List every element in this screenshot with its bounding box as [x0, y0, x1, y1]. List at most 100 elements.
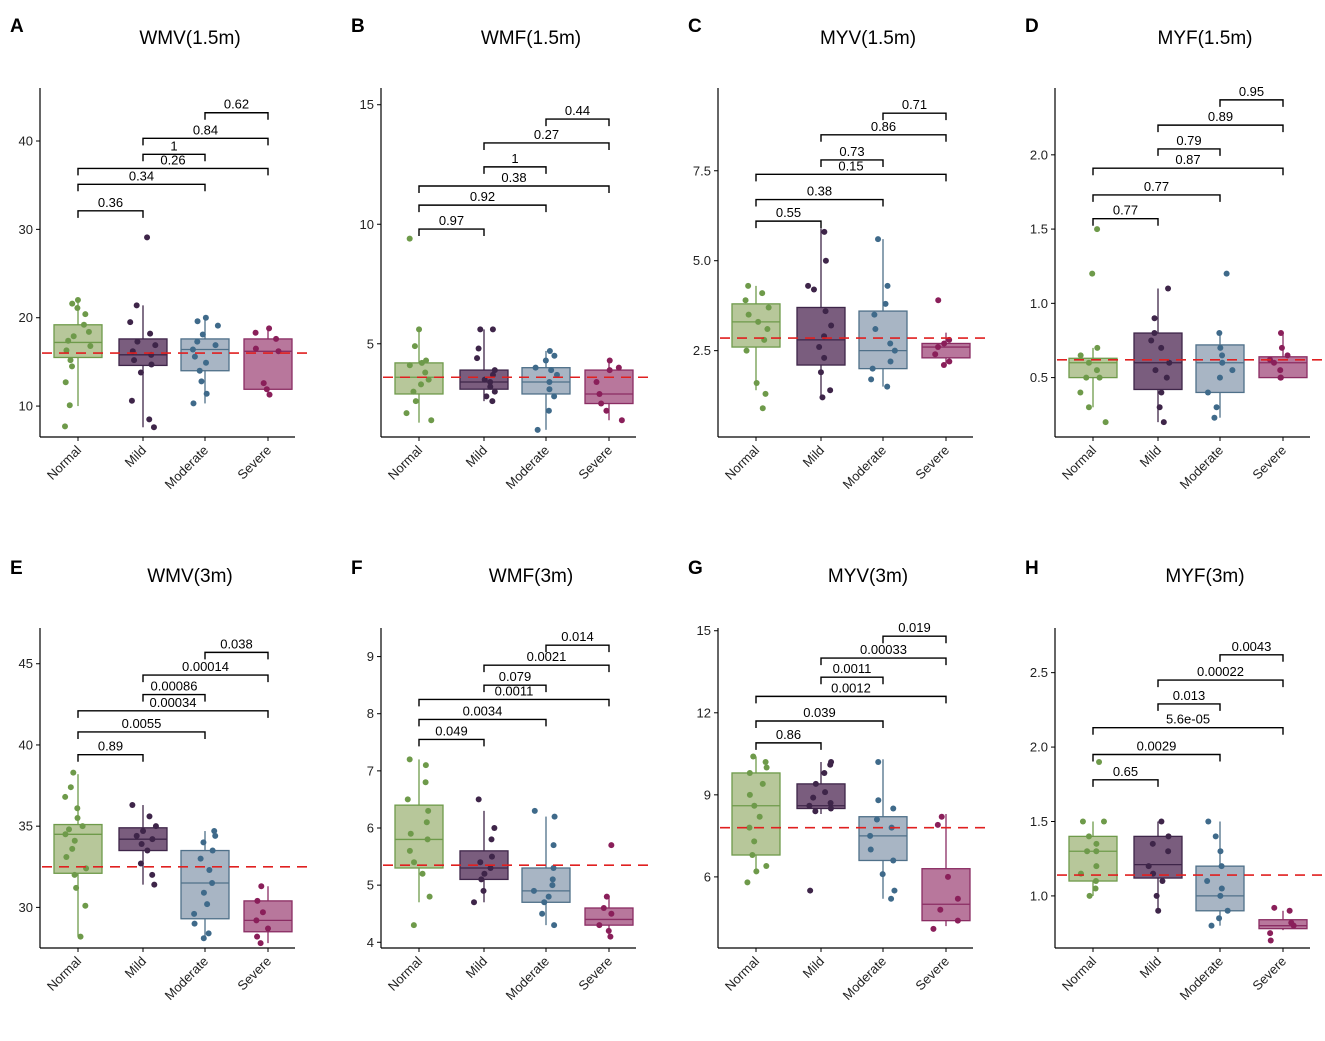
data-point [403, 410, 410, 417]
data-point [812, 780, 819, 787]
data-point [147, 330, 154, 337]
data-point [203, 390, 210, 397]
data-point [1216, 330, 1223, 337]
x-tick-label: Severe [912, 443, 952, 483]
data-point [65, 337, 72, 344]
bracket-line [418, 718, 547, 727]
data-point [749, 852, 756, 859]
data-point [133, 832, 140, 839]
bracket-line [77, 731, 206, 739]
data-point [71, 837, 78, 844]
data-point [887, 340, 894, 347]
data-point [764, 326, 771, 333]
p-value-label: 0.89 [98, 739, 123, 754]
data-point [605, 927, 612, 934]
data-point [152, 342, 159, 349]
p-value-label: 0.87 [1175, 152, 1200, 167]
data-point [406, 235, 413, 242]
comparison-bracket: 0.0011 [418, 683, 610, 707]
data-point [425, 376, 432, 383]
data-point [532, 364, 539, 371]
bracket-line [77, 710, 269, 718]
y-tick-label: 45 [19, 656, 33, 671]
p-value-label: 0.0055 [122, 716, 162, 731]
data-point [488, 836, 495, 843]
panel-title: WMF(3m) [489, 566, 573, 587]
data-point [828, 759, 835, 766]
panel-letter: G [688, 558, 703, 579]
data-point [252, 345, 259, 352]
data-point [884, 383, 891, 390]
data-point [879, 871, 886, 878]
data-point [198, 378, 205, 385]
data-point [82, 311, 89, 318]
data-point [1219, 352, 1226, 359]
box-iqr [521, 367, 571, 395]
x-tick-label: Severe [575, 954, 615, 994]
box-normal [394, 756, 444, 929]
x-tick-label: Severe [234, 954, 274, 994]
bracket-line [418, 698, 610, 707]
data-point [127, 319, 134, 326]
box-normal [53, 297, 103, 430]
data-point [196, 367, 203, 374]
box-mild [459, 326, 509, 405]
comparison-bracket: 0.0034 [418, 703, 547, 727]
comparison-bracket: 0.27 [483, 127, 610, 150]
data-point [66, 402, 73, 409]
x-tick-label: Normal [44, 442, 84, 482]
bracket-line [142, 153, 206, 162]
p-value-label: 0.0043 [1232, 639, 1272, 654]
data-point [1205, 818, 1212, 825]
data-point [810, 286, 817, 293]
y-tick-label: 8 [367, 706, 374, 721]
data-point [191, 353, 198, 360]
y-tick-label: 2.0 [1030, 147, 1048, 162]
data-point [149, 871, 156, 878]
p-value-label: 0.0011 [495, 683, 534, 698]
p-value-label: 0.38 [807, 184, 832, 199]
data-point [62, 379, 69, 386]
y-tick-label: 40 [19, 737, 33, 752]
data-point [1094, 344, 1101, 351]
y-tick-label: 4 [367, 935, 374, 950]
data-point [1212, 833, 1219, 840]
p-value-label: 0.97 [439, 213, 464, 228]
box-moderate [858, 759, 908, 902]
data-point [941, 340, 948, 347]
data-point [74, 297, 81, 304]
data-point [406, 756, 413, 763]
data-point [1213, 404, 1220, 411]
bracket-line [545, 644, 610, 653]
data-point [1145, 863, 1152, 870]
data-point [1284, 352, 1291, 359]
box-iqr [1133, 332, 1183, 391]
comparison-bracket: 0.95 [1219, 84, 1284, 107]
p-value-label: 0.65 [1113, 764, 1138, 779]
data-point [491, 367, 498, 374]
data-point [407, 830, 414, 837]
y-tick-label: 5 [367, 336, 374, 351]
bracket-line [1157, 703, 1221, 711]
data-point [205, 930, 212, 937]
data-point [144, 847, 151, 854]
data-point [419, 870, 426, 877]
box-iqr [1068, 357, 1118, 379]
box-mild [796, 759, 846, 894]
data-point [80, 321, 87, 328]
data-point [875, 236, 882, 243]
data-point [751, 802, 758, 809]
data-point [1151, 315, 1158, 322]
x-tick-label: Mild [800, 443, 827, 470]
box-iqr [53, 324, 103, 359]
box-iqr [1258, 919, 1308, 930]
bracket-line [1092, 217, 1159, 226]
data-point [828, 322, 835, 329]
x-tick-label: Moderate [162, 443, 211, 492]
data-point [1085, 833, 1092, 840]
box-normal [731, 282, 781, 412]
comparison-bracket: 0.44 [545, 103, 610, 127]
bracket-line [142, 693, 206, 702]
data-point [212, 342, 219, 349]
data-point [884, 282, 891, 289]
